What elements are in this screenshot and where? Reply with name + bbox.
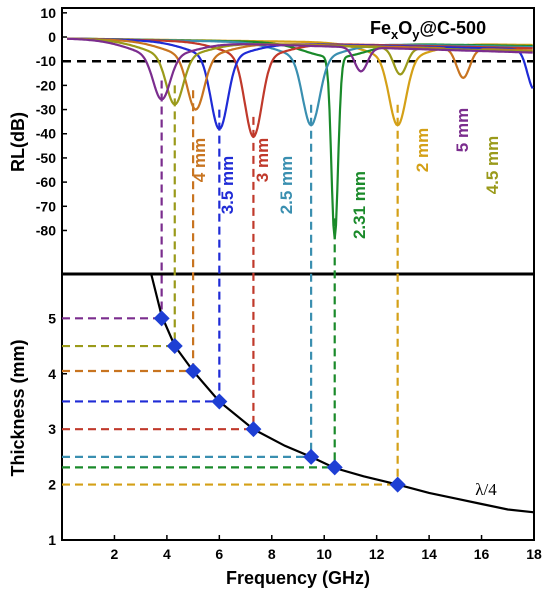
- thickness-marker: [389, 476, 406, 493]
- curve-label: 4 mm: [190, 138, 209, 182]
- curve-label: 2.31 mm: [350, 171, 369, 239]
- guide-dashes: [62, 80, 399, 486]
- quarter-wave-curve-group: [150, 273, 535, 514]
- frequency-tick-label: 10: [316, 546, 332, 562]
- curve-label: 2.5 mm: [277, 156, 296, 215]
- thickness-marker: [166, 338, 183, 355]
- quarter-wave-curve: [150, 273, 535, 514]
- frequency-tick-label: 16: [474, 546, 490, 562]
- rl-tick-label: -50: [36, 150, 56, 166]
- frequency-tick-label: 8: [268, 546, 276, 562]
- rl-curve-5mm: [67, 37, 533, 101]
- curve-labels: 2 mm 2.31 mm 2.5 mm 3 mm 3.5 mm 4 mm 4.5 mm 5 m…: [190, 108, 502, 239]
- thickness-marker: [153, 310, 170, 327]
- frequency-tick-label: 18: [526, 546, 542, 562]
- rl-tick-label: -20: [36, 77, 56, 93]
- thickness-axis-title: Thickness (mm): [8, 339, 28, 476]
- thickness-tick-label: 5: [48, 310, 56, 326]
- frequency-tick-label: 2: [111, 546, 119, 562]
- curve-label: 3 mm: [253, 138, 272, 182]
- thickness-tick-label: 1: [48, 532, 56, 548]
- rl-curves: [67, 37, 534, 239]
- rl-tick-label: -80: [36, 222, 56, 238]
- curve-label: 2 mm: [413, 128, 432, 172]
- thickness-marker: [185, 362, 202, 379]
- thickness-tick-label: 3: [48, 421, 56, 437]
- frequency-tick-label: 4: [163, 546, 171, 562]
- thickness-marker: [211, 393, 228, 410]
- thickness-marker: [245, 421, 262, 438]
- frequency-tick-label: 6: [215, 546, 223, 562]
- frequency-axis-title: Frequency (GHz): [226, 568, 370, 588]
- thickness-tick-label: 2: [48, 477, 56, 493]
- rl-tick-label: -10: [36, 53, 56, 69]
- thickness-tick-label: 4: [48, 366, 56, 382]
- rl-tick-label: -40: [36, 126, 56, 142]
- thickness-marker: [326, 459, 343, 476]
- rl-axis-title: RL(dB): [8, 112, 28, 172]
- rl-tick-label: 0: [48, 29, 56, 45]
- thickness-markers: [153, 310, 406, 493]
- rl-tick-label: -30: [36, 102, 56, 118]
- quarter-wave-label: λ/4: [475, 480, 497, 499]
- rl-tick-label: -70: [36, 198, 56, 214]
- frequency-tick-label: 14: [421, 546, 437, 562]
- thickness-marker: [303, 448, 320, 465]
- curve-label: 3.5 mm: [218, 156, 237, 215]
- curve-label: 5 mm: [453, 108, 472, 152]
- sample-label: FexOy@C-500: [370, 18, 486, 42]
- curve-label: 4.5 mm: [483, 136, 502, 195]
- rl-tick-label: 10: [40, 5, 56, 21]
- rl-tick-label: -60: [36, 174, 56, 190]
- frequency-tick-label: 12: [369, 546, 385, 562]
